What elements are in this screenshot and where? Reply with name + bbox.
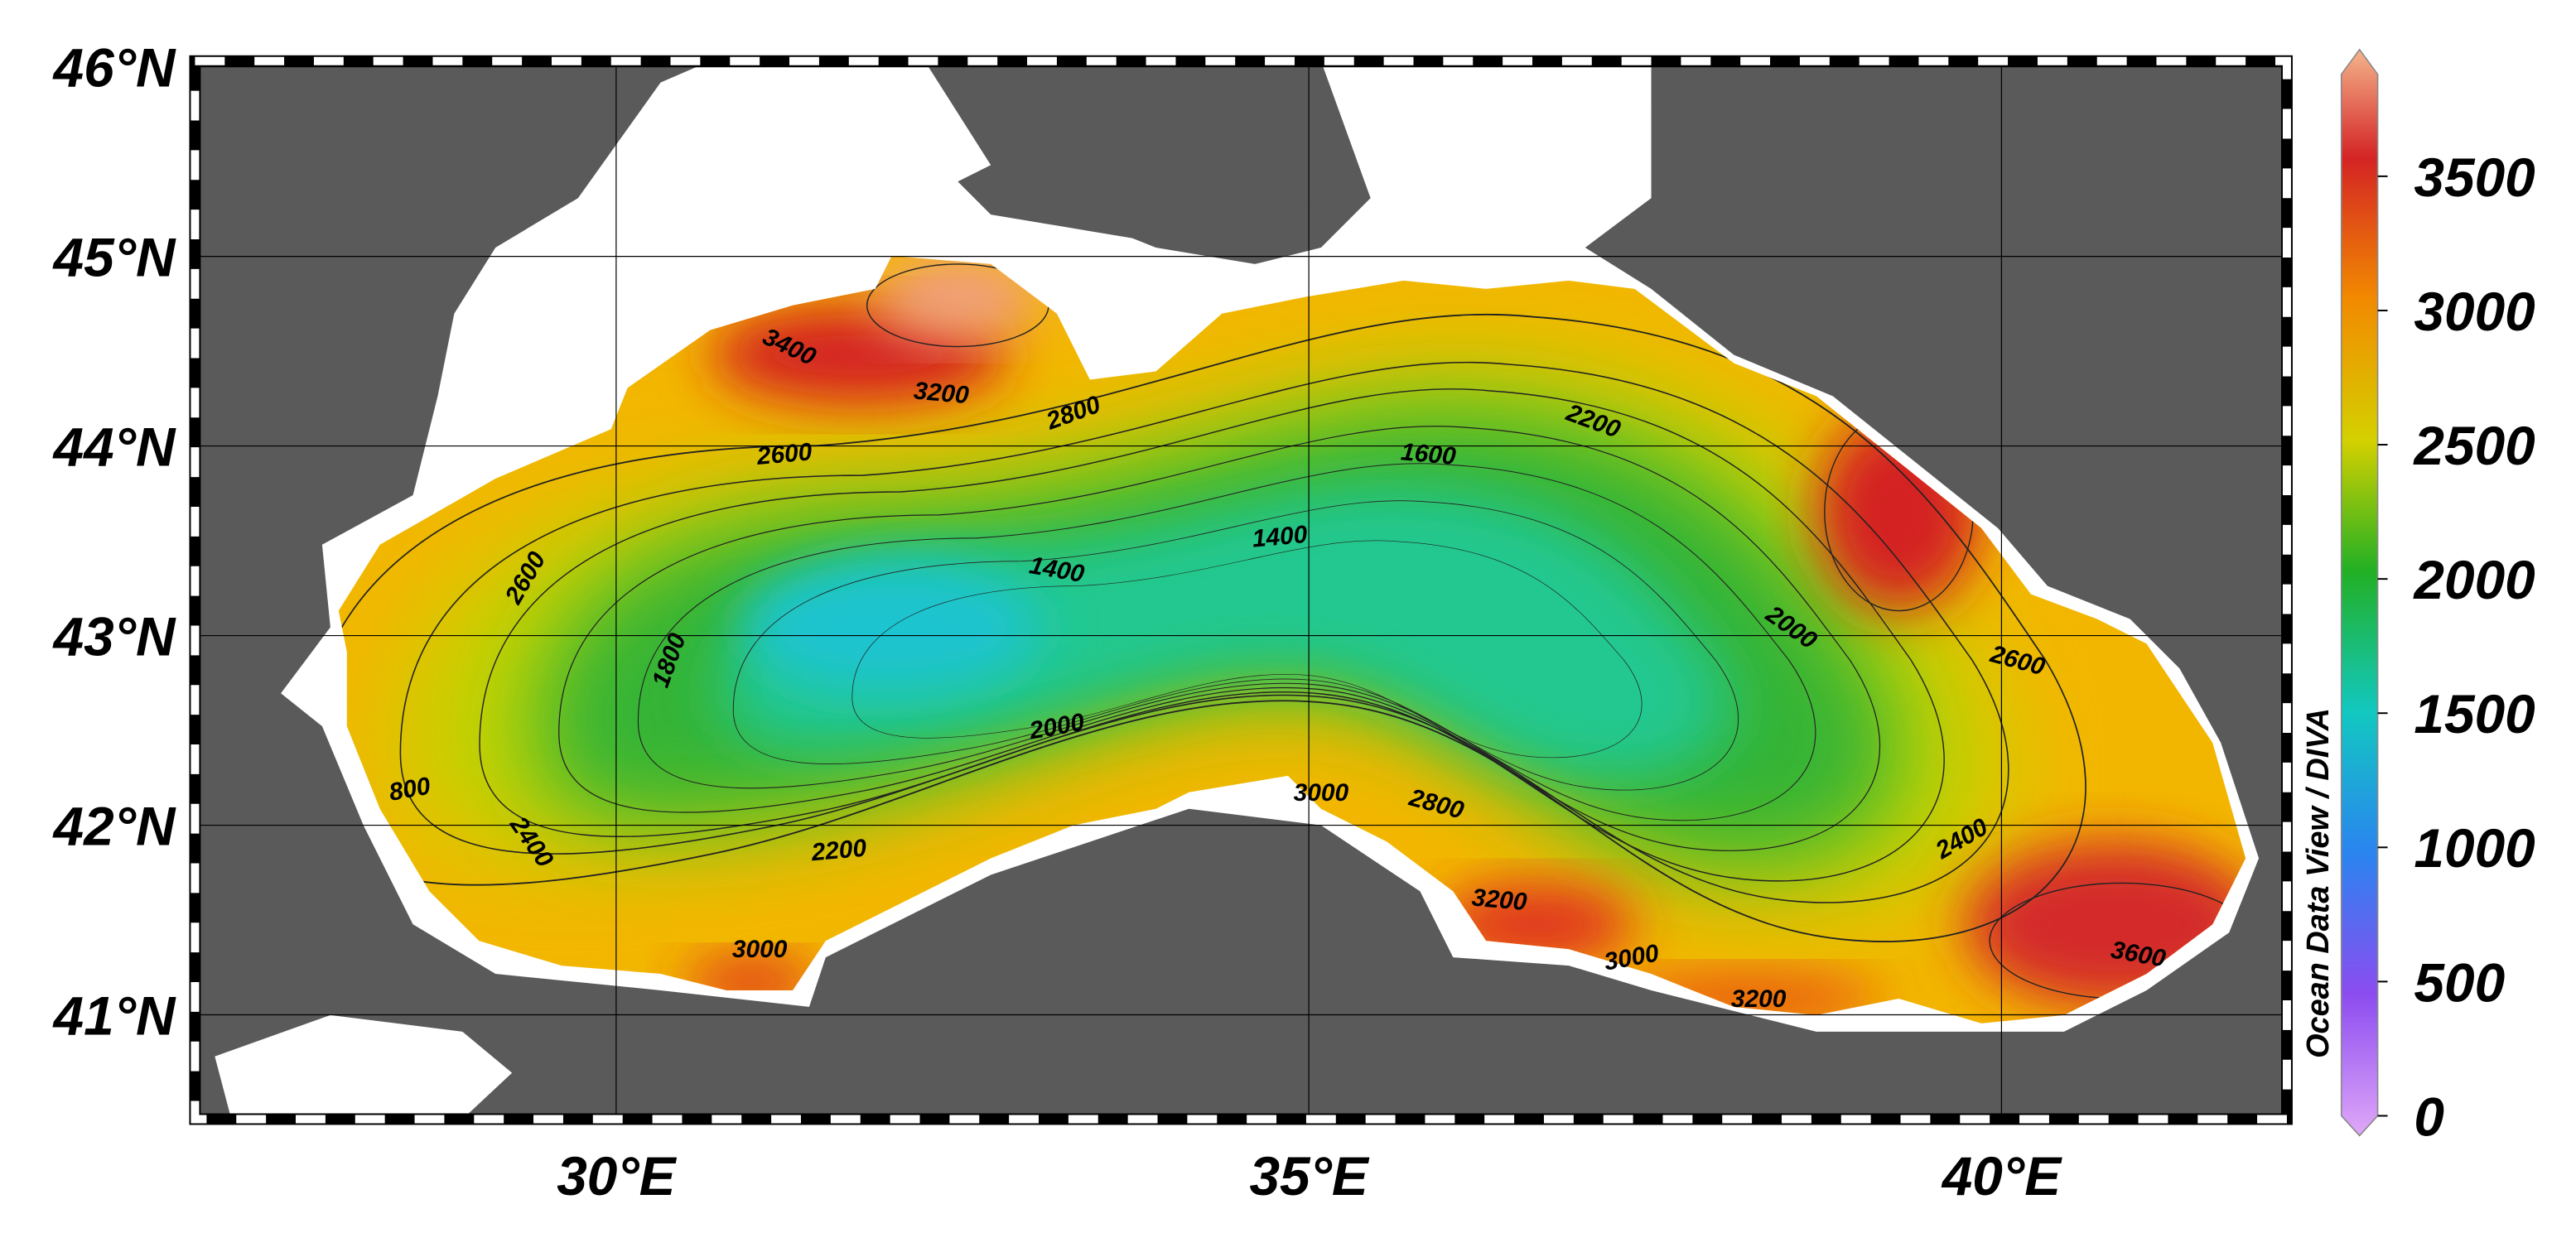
colorbar-tick-label: 2000: [2412, 549, 2535, 610]
contour-label: 1400: [1252, 521, 1309, 553]
crimea: [958, 123, 1321, 248]
colorbar: [2340, 48, 2379, 1137]
colorbar-tick-label: 1500: [2414, 683, 2535, 744]
colorbar-tick-label: 0: [2414, 1086, 2444, 1147]
colorbar-tick-label: 3500: [2414, 147, 2535, 208]
colorbar-tick-label: 3000: [2414, 281, 2535, 342]
contour-label: 3200: [913, 378, 970, 410]
marmara: [215, 1014, 513, 1120]
contour-label: 3000: [732, 936, 788, 963]
contour-label: 3200: [1471, 884, 1528, 916]
contour-label: 3000: [1294, 779, 1349, 807]
colorbar-label: Ocean Data View / DIVA: [2301, 708, 2336, 1058]
contour-label: 3200: [1731, 985, 1787, 1013]
lon-tick-label: 30°E: [557, 1145, 677, 1207]
lat-tick-label: 46°N: [52, 37, 176, 99]
colorbar-tick-label: 500: [2414, 951, 2505, 1013]
contour-label: 2200: [809, 835, 867, 867]
contour-label: 2600: [755, 438, 813, 470]
map-area: [195, 60, 2287, 1120]
lon-tick-label: 35°E: [1249, 1145, 1369, 1207]
colorbar-tick-label: 1000: [2414, 817, 2535, 879]
lat-tick-label: 43°N: [52, 605, 176, 667]
lat-tick-label: 44°N: [52, 417, 176, 478]
contour-label: 1600: [1400, 438, 1457, 470]
frame-dash: [191, 56, 2291, 1124]
lon-tick-label: 40°E: [1941, 1145, 2062, 1207]
lat-tick-label: 41°N: [52, 985, 176, 1046]
colorbar-tick-label: 2500: [2412, 415, 2535, 476]
lat-tick-label: 42°N: [52, 795, 176, 856]
lat-tick-label: 45°N: [52, 227, 176, 288]
